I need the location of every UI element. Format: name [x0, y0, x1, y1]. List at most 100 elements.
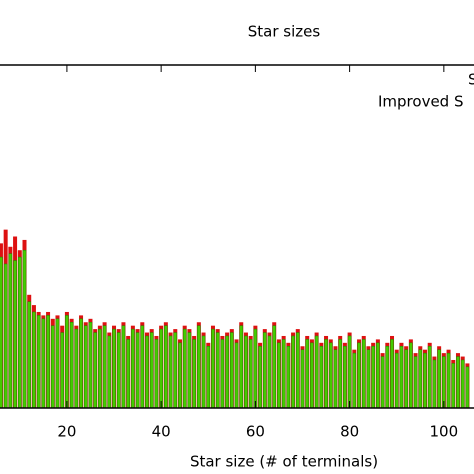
bar: [55, 318, 60, 409]
bar: [27, 301, 31, 409]
bar: [394, 352, 399, 409]
bar: [437, 349, 441, 409]
bar: [121, 325, 126, 409]
bar: [277, 342, 281, 409]
bar: [187, 332, 192, 409]
bar: [225, 335, 229, 409]
bar: [74, 328, 79, 409]
bar: [168, 335, 173, 409]
x-tick-label: 100: [430, 423, 459, 441]
bar: [215, 332, 220, 409]
bar: [239, 325, 244, 409]
bar: [446, 352, 451, 409]
bar: [149, 332, 154, 409]
bar: [314, 335, 319, 409]
bar: [173, 332, 178, 409]
bar: [50, 325, 55, 409]
bar: [192, 339, 196, 409]
bar: [83, 325, 88, 409]
bar: [413, 356, 418, 409]
bar: [418, 349, 423, 409]
bar: [272, 325, 277, 409]
bar: [107, 335, 112, 409]
bar: [296, 332, 300, 409]
bar: [376, 342, 380, 409]
bar: [300, 349, 305, 409]
bar: [258, 346, 262, 409]
bar: [8, 253, 13, 409]
bar: [291, 335, 295, 409]
bar: [423, 352, 427, 409]
legend-label: Improved S: [378, 93, 464, 111]
bar: [69, 322, 74, 409]
bar: [456, 356, 460, 409]
bar: [442, 356, 446, 409]
bar: [399, 346, 404, 409]
bar: [135, 332, 140, 409]
bar: [93, 332, 97, 409]
bar: [409, 342, 413, 409]
bar: [112, 328, 116, 409]
bar: [46, 315, 50, 409]
x-tick-label: 20: [57, 423, 76, 441]
bar: [366, 349, 371, 409]
chart-title: Star sizes: [248, 23, 321, 41]
bar: [234, 342, 239, 409]
bar: [126, 339, 130, 409]
bar: [324, 339, 328, 409]
bar: [164, 325, 168, 409]
bar: [159, 328, 163, 409]
bar: [36, 315, 41, 409]
bar: [230, 332, 234, 409]
bar: [460, 359, 465, 409]
bar: [154, 339, 159, 409]
bar: [390, 339, 394, 409]
bar: [60, 332, 64, 409]
bar: [319, 346, 324, 409]
bar: [305, 339, 309, 409]
bar: [343, 346, 347, 409]
bar: [465, 366, 470, 409]
bar: [140, 325, 145, 409]
x-tick-label: 80: [340, 423, 359, 441]
bar: [88, 322, 93, 409]
bar: [116, 332, 121, 409]
bar: [286, 346, 291, 409]
bar: [281, 339, 286, 409]
bar: [310, 342, 314, 409]
bar: [371, 346, 375, 409]
bar: [244, 335, 248, 409]
bar: [13, 260, 17, 409]
bar: [347, 335, 352, 409]
bar: [328, 342, 333, 409]
bar: [253, 328, 258, 409]
bar: [178, 342, 182, 409]
bar: [385, 346, 390, 409]
bar: [404, 349, 408, 409]
bar: [361, 339, 366, 409]
bar: [102, 325, 107, 409]
x-tick-label: 40: [152, 423, 171, 441]
bar: [206, 346, 211, 409]
bar: [352, 352, 357, 409]
bar: [65, 315, 69, 409]
x-axis-label: Star size (# of terminals): [190, 453, 378, 471]
bar: [427, 346, 432, 409]
bar: [98, 328, 102, 409]
bar: [201, 335, 206, 409]
bar: [3, 263, 8, 409]
bar: [211, 328, 215, 409]
bar: [32, 311, 36, 409]
bar: [380, 356, 385, 409]
bar: [432, 359, 437, 409]
bar: [357, 342, 361, 409]
legend-label: S: [468, 71, 474, 89]
bar: [22, 249, 27, 409]
bar: [131, 328, 135, 409]
bar: [267, 335, 272, 409]
x-tick-label: 60: [246, 423, 265, 441]
bar: [79, 318, 83, 409]
bar: [451, 363, 456, 409]
bar: [220, 339, 225, 409]
